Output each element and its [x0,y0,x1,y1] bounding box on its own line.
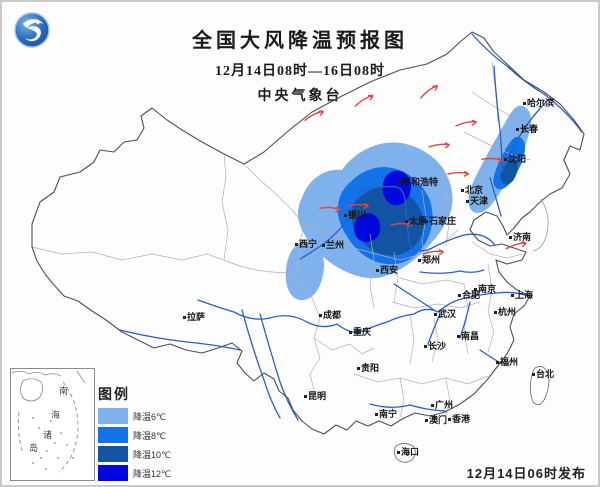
legend-item: 降温6℃ [98,408,218,424]
yangtze-river [197,291,529,333]
wind-arrows [304,85,527,256]
legend: 图例 降温6℃ 降温8℃ 降温10℃ 降温12℃ [98,384,218,484]
valid-period: 12月14日08时—16日08时 [215,64,385,79]
publish-time: 12月14日06时发布 [466,466,586,481]
legend-item: 降温12℃ [98,465,218,481]
legend-item: 降温8℃ [98,427,218,443]
legend-item: 降温10℃ [98,446,218,462]
cma-logo-icon [14,12,50,48]
inset-sea-label-char: 岛 [29,443,39,453]
cma-logo [12,10,52,50]
map-title: 全国大风降温预报图 [192,30,408,52]
national-border [31,31,585,435]
cooling-regions [285,105,532,301]
legend-item-label: 降温10℃ [133,449,172,460]
wind-arrow-icon [390,221,412,228]
hainan-island [393,443,416,463]
province-borders [31,61,531,419]
legend-item-label: 降温8℃ [133,430,167,441]
rivers [119,33,583,421]
legend-color-swatch [98,408,128,424]
inset-sea-label-char: 南 [59,386,69,396]
legend-color-swatch [98,465,128,481]
agency-name: 中央气象台 [257,89,343,104]
legend-color-swatch [98,446,128,462]
inset-sea-label-char: 诸 [43,430,53,440]
wind-arrow-icon [304,110,325,122]
legend-color-swatch [98,427,128,443]
legend-item-label: 降温12℃ [133,468,172,479]
yellow-river [299,185,496,260]
wind-arrow-icon [422,249,444,256]
wind-arrow-icon [481,157,503,164]
wind-arrow-icon [455,119,477,127]
wind-arrow-icon [354,94,374,107]
inset-map [11,370,86,473]
wind-arrow-icon [419,85,439,99]
south-china-sea-inset: 南海诸岛 [10,368,95,481]
pearl-river [369,403,446,412]
korea-coast [532,198,549,252]
amur-river [471,33,583,133]
inset-sea-label-char: 海 [51,410,61,420]
wind-arrow-icon [505,241,527,250]
cooling-region-12c-south [353,213,381,242]
legend-items: 降温6℃ 降温8℃ 降温10℃ 降温12℃ [98,408,218,481]
legend-item-label: 降温6℃ [133,411,167,422]
taiwan-island [529,366,550,405]
cooling-region-6c-west-lobe [285,241,324,301]
wind-arrow-icon [319,206,341,213]
wind-arrow-icon [428,142,450,149]
wind-arrow-icon [447,170,469,177]
wind-arrow-icon [347,202,369,209]
legend-title: 图例 [98,386,130,402]
header-titles: 全国大风降温预报图 12月14日08时—16日08时 中央气象台 [2,24,598,105]
